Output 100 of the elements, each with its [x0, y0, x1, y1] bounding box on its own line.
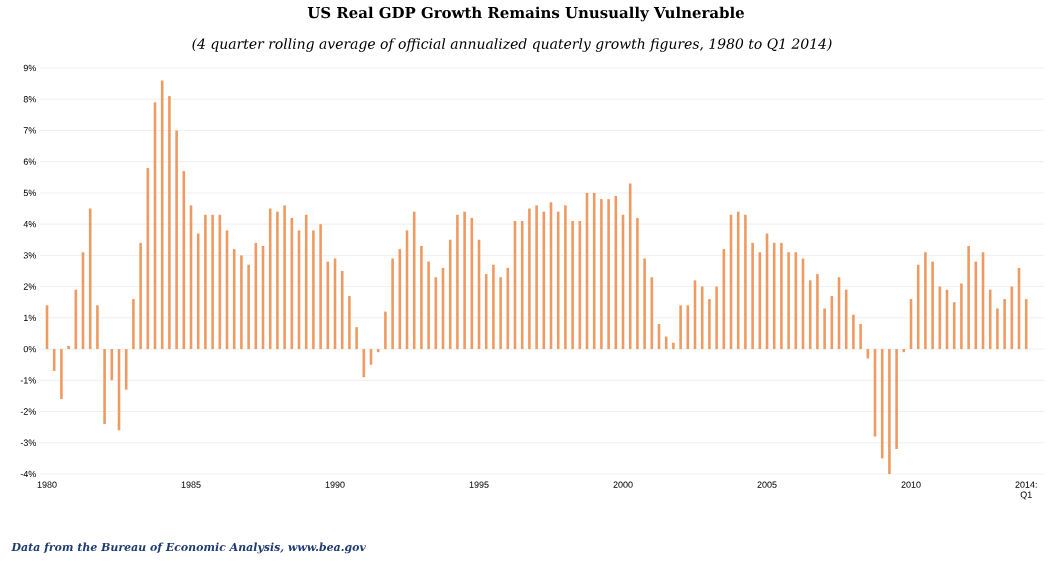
bar: [448, 239, 452, 350]
bar: [528, 208, 531, 350]
y-tick-label: 6%: [23, 158, 36, 165]
bar: [888, 349, 891, 474]
bar: [60, 349, 63, 400]
bar: [124, 349, 128, 390]
bar: [700, 286, 704, 350]
x-tick-label: 1985: [181, 481, 201, 488]
bar: [103, 349, 106, 425]
bar: [844, 289, 848, 350]
y-tick-label: -1%: [20, 377, 36, 384]
bar: [240, 255, 243, 350]
bar: [672, 342, 675, 350]
bar: [211, 214, 214, 350]
bar: [592, 192, 596, 350]
bar: [931, 261, 934, 350]
bar: [132, 299, 135, 350]
y-tick-label: 3%: [23, 252, 36, 259]
bar: [600, 199, 603, 350]
bar: [960, 283, 963, 350]
bar: [787, 252, 790, 350]
bar: [924, 252, 927, 350]
bar: [420, 246, 423, 350]
bar: [492, 264, 495, 350]
bar: [859, 324, 862, 350]
bar: [348, 295, 351, 350]
y-tick-label: 7%: [23, 127, 36, 134]
bar: [160, 80, 164, 350]
bar: [139, 242, 142, 350]
chart-title: US Real GDP Growth Remains Unusually Vulnerable: [307, 6, 745, 22]
bar: [88, 208, 92, 350]
bar: [499, 277, 502, 350]
bar: [283, 205, 286, 350]
x-tick-label: 2005: [757, 481, 777, 488]
bar: [708, 299, 711, 350]
y-tick-label: 1%: [24, 314, 36, 321]
bar: [204, 214, 207, 350]
bar: [196, 233, 200, 350]
y-tick-label: -4%: [20, 470, 36, 478]
bar: [319, 224, 322, 350]
y-tick-label: 4%: [23, 221, 36, 228]
bar: [715, 286, 718, 350]
y-tick-label: -3%: [20, 439, 36, 446]
bar: [607, 199, 610, 350]
bar: [376, 349, 380, 353]
x-tick-label: 2014: Q1: [1015, 481, 1037, 500]
bar: [1003, 299, 1006, 350]
bar: [852, 314, 855, 350]
bar: [967, 246, 970, 350]
bar: [988, 289, 992, 350]
bar: [463, 211, 466, 350]
bar: [643, 258, 646, 350]
bar: [916, 264, 920, 350]
x-tick-label: 2010: [901, 481, 921, 488]
text: Data from the Bureau of Economic Analysis, www.bea.gov: [11, 542, 366, 554]
bar: [808, 280, 812, 350]
bar: [780, 242, 783, 350]
x-tick-label: 2000: [613, 481, 633, 488]
x-tick-label: 1995: [469, 481, 489, 488]
bar: [751, 242, 754, 350]
bar: [1024, 299, 1028, 350]
bar: [520, 221, 524, 350]
bar: [412, 211, 416, 350]
bar: [268, 208, 272, 350]
bar: [772, 242, 776, 350]
bar: [96, 305, 99, 350]
bar: [175, 130, 178, 350]
bar: [247, 264, 250, 350]
bar: [996, 308, 999, 350]
bar: [679, 305, 682, 350]
y-tick-label: 0%: [23, 345, 36, 353]
bar: [952, 302, 956, 350]
y-tick-label: 5%: [23, 189, 36, 197]
bar: [427, 261, 430, 350]
bar: [484, 274, 488, 350]
bar: [664, 336, 668, 350]
bar: [67, 345, 70, 350]
bar: [304, 214, 308, 350]
bar: [556, 211, 560, 350]
bar: [895, 349, 898, 449]
bar: [880, 349, 884, 459]
bar: [571, 221, 574, 350]
bar: [391, 258, 394, 350]
x-tick-label: 1980: [37, 481, 57, 488]
x-tick-label: 1990: [325, 481, 345, 488]
bar: [628, 183, 632, 350]
bar: [816, 274, 819, 350]
bar: [232, 249, 236, 350]
y-tick-label: -2%: [20, 408, 36, 415]
bar: [312, 230, 315, 350]
bar: [636, 217, 639, 350]
bar: [384, 311, 387, 350]
bar: [52, 349, 56, 371]
bar: [744, 214, 747, 350]
bar: [340, 270, 344, 350]
bar: [736, 211, 740, 350]
bar: [535, 205, 538, 350]
bar: [823, 308, 826, 350]
bar: [276, 211, 279, 350]
y-tick-label: 2%: [23, 283, 36, 290]
